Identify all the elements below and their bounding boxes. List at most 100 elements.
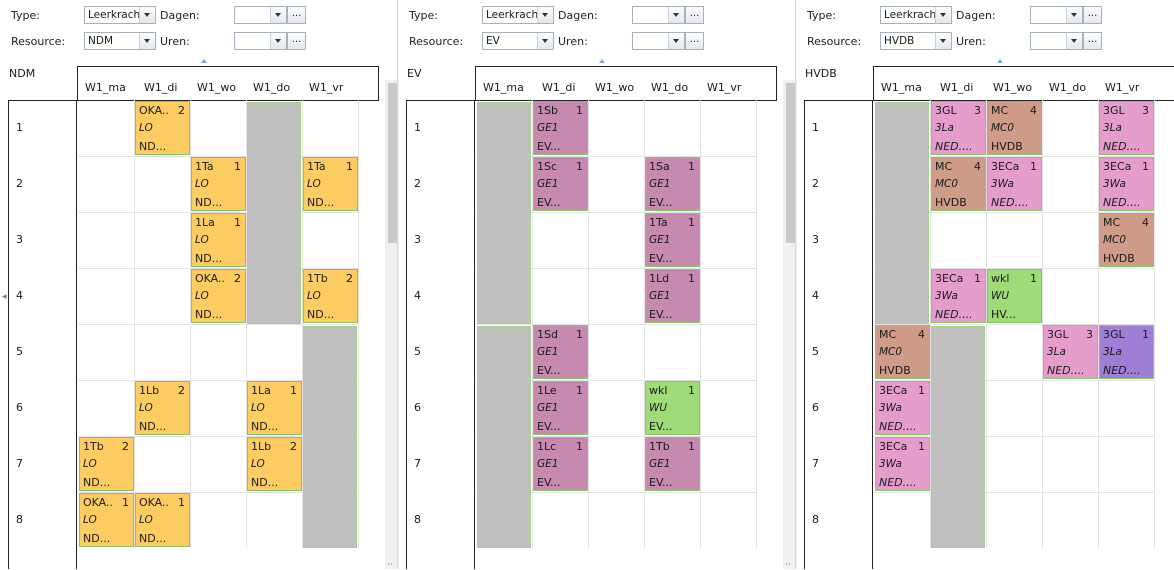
- lesson-card[interactable]: OKA.. 1 LO ND...: [135, 493, 190, 547]
- splitter-left-arrow-icon[interactable]: ◂: [2, 292, 7, 302]
- lesson-card[interactable]: wkl 1 WU EV...: [645, 381, 700, 435]
- chevron-down-icon[interactable]: [537, 33, 553, 49]
- lesson-card[interactable]: 3ECa 1 3Wa NED....: [1099, 157, 1154, 211]
- lesson-card[interactable]: 3ECa 1 3Wa NED....: [931, 269, 986, 323]
- chevron-down-icon[interactable]: [537, 7, 553, 23]
- grid-line: [78, 156, 358, 157]
- chevron-down-icon[interactable]: [668, 7, 684, 23]
- vertical-scrollbar[interactable]: [385, 80, 399, 569]
- uren-combo[interactable]: [632, 32, 685, 50]
- resize-grip-icon[interactable]: ··: [387, 560, 393, 570]
- uren-combo[interactable]: [234, 32, 287, 50]
- splitter-arrow-icon[interactable]: [997, 59, 1003, 63]
- lesson-card[interactable]: 3GL 3 3La NED....: [931, 101, 986, 155]
- resource-combo-value: HVDB: [884, 35, 915, 47]
- lesson-card[interactable]: 1Lc 1 GE1 EV...: [533, 437, 588, 491]
- dagen-combo[interactable]: [632, 6, 685, 24]
- day-header-W1_vr: W1_vr: [309, 81, 344, 94]
- lesson-card[interactable]: 3GL 3 3La NED....: [1099, 101, 1154, 155]
- grid-line: [476, 156, 756, 157]
- lesson-teacher: ND...: [139, 532, 167, 545]
- scrollbar-thumb[interactable]: [388, 83, 397, 243]
- day-header-W1_ma: W1_ma: [85, 81, 126, 94]
- chevron-down-icon[interactable]: [270, 7, 286, 23]
- lesson-card[interactable]: 1Lb 2 LO ND...: [247, 437, 302, 491]
- lesson-card[interactable]: MC 4 MC0 HVDB: [1099, 213, 1154, 267]
- chevron-down-icon[interactable]: [935, 33, 951, 49]
- lesson-card[interactable]: 1Tb 1 GE1 EV...: [645, 437, 700, 491]
- lesson-card[interactable]: 1La 1 LO ND...: [191, 213, 246, 267]
- type-combo[interactable]: Leerkrach: [880, 6, 952, 24]
- resource-combo[interactable]: NDM: [84, 32, 156, 50]
- lesson-card[interactable]: 3GL 3 3La NED....: [1043, 325, 1098, 379]
- type-combo[interactable]: Leerkrach: [482, 6, 554, 24]
- lesson-group: 1Ld: [649, 272, 670, 285]
- splitter-arrow-icon[interactable]: [201, 59, 207, 63]
- lesson-card[interactable]: wkl 1 WU HV...: [987, 269, 1042, 323]
- dagen-browse-button[interactable]: ...: [1083, 6, 1102, 24]
- lesson-card[interactable]: 1La 1 LO ND...: [247, 381, 302, 435]
- chevron-down-icon[interactable]: [935, 7, 951, 23]
- lesson-card[interactable]: 1Lb 2 LO ND...: [135, 381, 190, 435]
- lesson-card[interactable]: 3ECa 1 3Wa NED....: [875, 437, 930, 491]
- timetable-panel-3: Type: Resource: Dagen: Uren: Leerkrach HVDB..…: [796, 0, 1174, 569]
- lesson-card[interactable]: 3GL 1 3La NED....: [1099, 325, 1154, 379]
- lesson-count: 1: [974, 272, 981, 285]
- lesson-teacher: ND...: [251, 420, 279, 433]
- lesson-card[interactable]: OKA.. 2 LO ND...: [135, 101, 190, 155]
- vertical-scrollbar[interactable]: [783, 80, 797, 569]
- hour-header: [406, 100, 475, 569]
- lesson-card[interactable]: MC 4 MC0 HVDB: [931, 157, 986, 211]
- lesson-card[interactable]: 1Ta 1 LO ND...: [191, 157, 246, 211]
- lesson-card[interactable]: OKA.. 2 LO ND...: [191, 269, 246, 323]
- panel-separator[interactable]: [397, 0, 398, 569]
- lesson-card[interactable]: MC 4 MC0 HVDB: [987, 101, 1042, 155]
- splitter-arrow-icon[interactable]: [599, 59, 605, 63]
- lesson-card[interactable]: 1Sd 1 GE1 EV...: [533, 325, 588, 379]
- chevron-down-icon[interactable]: [139, 7, 155, 23]
- hour-label-4: 4: [16, 289, 23, 302]
- lesson-count: 3: [1086, 328, 1093, 341]
- scrollbar-thumb[interactable]: [786, 83, 795, 243]
- uren-browse-button[interactable]: ...: [1083, 32, 1102, 50]
- lesson-card[interactable]: 1Tb 2 LO ND...: [79, 437, 134, 491]
- lesson-subject: 3La: [1047, 346, 1066, 358]
- chevron-down-icon[interactable]: [139, 33, 155, 49]
- panel-separator[interactable]: [795, 0, 796, 569]
- lesson-count: 1: [122, 496, 129, 509]
- lesson-card[interactable]: 1Tb 2 LO ND...: [303, 269, 358, 323]
- lesson-card[interactable]: OKA.. 1 LO ND...: [79, 493, 134, 547]
- lesson-card[interactable]: 1Sa 1 GE1 EV...: [645, 157, 700, 211]
- dagen-combo[interactable]: [1030, 6, 1083, 24]
- lesson-card[interactable]: 3ECa 1 3Wa NED....: [987, 157, 1042, 211]
- chevron-down-icon[interactable]: [270, 33, 286, 49]
- type-combo[interactable]: Leerkrach: [84, 6, 156, 24]
- lesson-group: OKA..: [139, 496, 170, 509]
- lesson-card[interactable]: 1Ta 1 GE1 EV...: [645, 213, 700, 267]
- resource-label: Resource:: [409, 35, 464, 48]
- lesson-card[interactable]: 1Le 1 GE1 EV...: [533, 381, 588, 435]
- lesson-teacher: ND...: [139, 420, 167, 433]
- lesson-teacher: EV...: [537, 364, 561, 377]
- dagen-browse-button[interactable]: ...: [287, 6, 306, 24]
- resize-grip-icon[interactable]: ··: [785, 560, 791, 570]
- chevron-down-icon[interactable]: [1066, 33, 1082, 49]
- resource-combo[interactable]: HVDB: [880, 32, 952, 50]
- dagen-browse-button[interactable]: ...: [685, 6, 704, 24]
- uren-combo[interactable]: [1030, 32, 1083, 50]
- lesson-card[interactable]: 1Sb 1 GE1 EV...: [533, 101, 588, 155]
- lesson-card[interactable]: 1Ld 1 GE1 EV...: [645, 269, 700, 323]
- lesson-card[interactable]: 1Sc 1 GE1 EV...: [533, 157, 588, 211]
- chevron-down-icon[interactable]: [1066, 7, 1082, 23]
- lesson-card[interactable]: 1Ta 1 LO ND...: [303, 157, 358, 211]
- chevron-down-icon[interactable]: [668, 33, 684, 49]
- lesson-card[interactable]: MC 4 MC0 HVDB: [875, 325, 930, 379]
- lesson-group: 1Sd: [537, 328, 558, 341]
- day-header-W1_wo: W1_wo: [595, 81, 635, 94]
- uren-browse-button[interactable]: ...: [287, 32, 306, 50]
- dagen-combo[interactable]: [234, 6, 287, 24]
- lesson-teacher: HVDB: [935, 196, 967, 209]
- lesson-card[interactable]: 3ECa 1 3Wa NED....: [875, 381, 930, 435]
- resource-combo[interactable]: EV: [482, 32, 554, 50]
- uren-browse-button[interactable]: ...: [685, 32, 704, 50]
